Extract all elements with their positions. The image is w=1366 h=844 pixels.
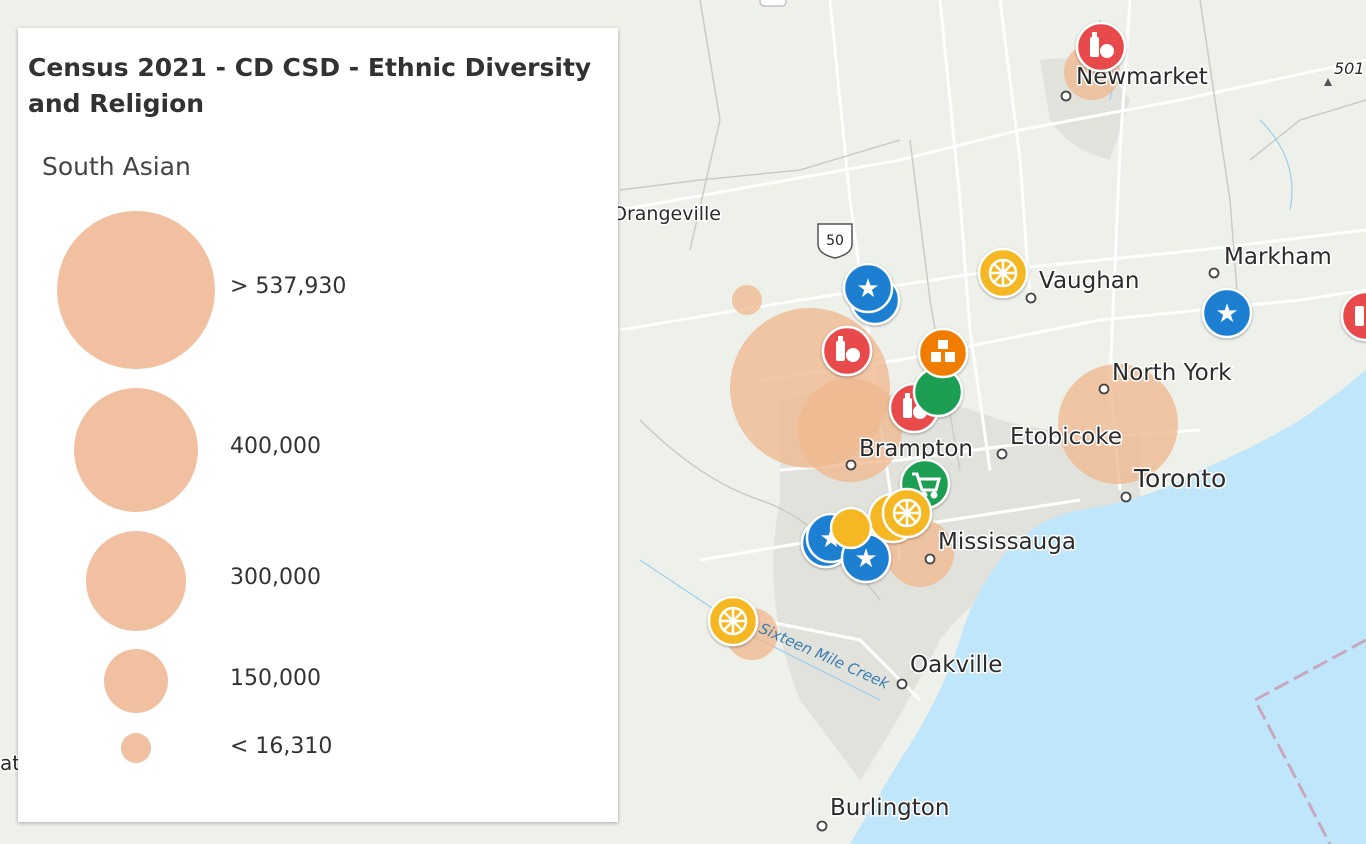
symbol-toronto bbox=[1058, 364, 1178, 484]
place-label-north-york: North York bbox=[1112, 360, 1232, 386]
legend-item-label: 150,000 bbox=[230, 666, 321, 691]
water-boundary bbox=[1252, 638, 1366, 844]
star-icon: ★ bbox=[1215, 299, 1238, 329]
marker-grocery-4[interactable] bbox=[1340, 290, 1366, 342]
grocery-bottle-icon bbox=[1090, 32, 1114, 58]
map-control-partial[interactable] bbox=[759, 0, 787, 7]
boxes-icon bbox=[931, 340, 955, 362]
legend-item-label: 300,000 bbox=[230, 565, 321, 590]
marker-star-2[interactable]: ★ bbox=[842, 262, 894, 314]
citrus-icon bbox=[988, 258, 1018, 288]
place-label-burlington: Burlington bbox=[830, 795, 949, 821]
citrus-icon bbox=[718, 606, 748, 636]
star-icon: ★ bbox=[856, 274, 879, 304]
legend-symbol bbox=[121, 733, 151, 763]
place-label-markham: Markham bbox=[1224, 244, 1332, 270]
marker-citrus-5[interactable] bbox=[707, 595, 759, 647]
marker-grocery-1[interactable] bbox=[1075, 21, 1127, 73]
legend-item-label: 400,000 bbox=[230, 434, 321, 459]
star-icon: ★ bbox=[854, 544, 877, 574]
legend-title: Census 2021 - CD CSD - Ethnic Diversity … bbox=[28, 53, 592, 118]
place-label-vaughan: Vaughan bbox=[1039, 268, 1139, 294]
marker-star-3[interactable]: ★ bbox=[1201, 287, 1253, 339]
highway-shield: 50 bbox=[817, 223, 853, 259]
place-label-brampton: Brampton bbox=[859, 436, 973, 462]
place-label-toronto: Toronto bbox=[1133, 464, 1226, 493]
legend-symbol bbox=[86, 531, 186, 631]
lake-ontario bbox=[850, 370, 1366, 844]
legend-item-label: > 537,930 bbox=[230, 274, 347, 299]
place-label-partial-topright: 501 bbox=[1334, 59, 1365, 78]
place-label-partial-left: at bbox=[0, 751, 20, 775]
marker-citrus-1[interactable] bbox=[977, 247, 1029, 299]
place-dots bbox=[816, 90, 1220, 832]
marker-boxes[interactable] bbox=[917, 327, 969, 379]
legend-symbol bbox=[104, 649, 168, 713]
place-label-mississauga: Mississauga bbox=[938, 529, 1076, 555]
symbol-orangeville bbox=[732, 285, 762, 315]
place-label-oakville: Oakville bbox=[910, 652, 1002, 678]
citrus-icon bbox=[892, 498, 922, 528]
marker-citrus-3[interactable] bbox=[881, 487, 933, 539]
legend-panel: Census 2021 - CD CSD - Ethnic Diversity … bbox=[18, 28, 618, 822]
place-label-etobicoke: Etobicoke bbox=[1010, 424, 1122, 450]
highway-shield-label: 50 bbox=[826, 233, 844, 249]
marker-grocery-2[interactable] bbox=[821, 325, 873, 377]
grocery-bottle-icon bbox=[836, 336, 860, 362]
triangle-marker bbox=[1324, 78, 1332, 86]
legend-symbol bbox=[57, 211, 215, 369]
place-label-orangeville: Orangeville bbox=[612, 203, 721, 225]
legend-subtitle: South Asian bbox=[42, 152, 191, 181]
symbol-brampton-2 bbox=[798, 378, 902, 482]
legend-item-label: < 16,310 bbox=[230, 734, 333, 759]
marker-citrus-4[interactable] bbox=[829, 506, 873, 550]
legend-symbol bbox=[74, 388, 198, 512]
grocery-bottle-icon bbox=[1355, 306, 1364, 326]
poi-markers[interactable]: ★ ★ ★ ★ bbox=[707, 21, 1366, 647]
